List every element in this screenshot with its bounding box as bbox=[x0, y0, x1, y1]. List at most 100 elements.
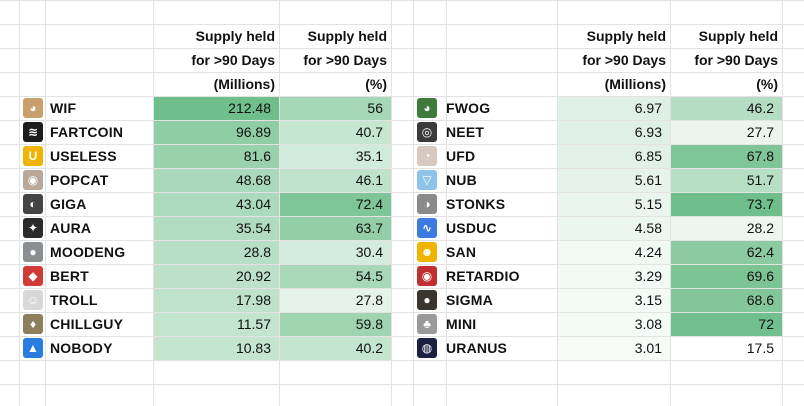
token-name[interactable]: NOBODY bbox=[50, 340, 113, 356]
supply-millions-cell[interactable]: 6.97 bbox=[558, 97, 670, 120]
supply-millions-cell[interactable]: 6.85 bbox=[558, 145, 670, 168]
supply-percent-cell[interactable]: 59.8 bbox=[280, 313, 391, 336]
supply-millions-cell[interactable]: 10.83 bbox=[154, 337, 279, 360]
supply-millions-cell[interactable]: 5.61 bbox=[558, 169, 670, 192]
supply-millions-cell[interactable]: 4.58 bbox=[558, 217, 670, 240]
supply-percent-cell[interactable]: 28.2 bbox=[671, 217, 782, 240]
token-name[interactable]: WIF bbox=[50, 100, 77, 116]
mini-icon: ♣ bbox=[417, 314, 437, 334]
grid-line bbox=[0, 120, 804, 121]
frog-icon: ◕ bbox=[417, 98, 437, 118]
supply-percent-cell[interactable]: 69.6 bbox=[671, 265, 782, 288]
supply-percent-cell[interactable]: 54.5 bbox=[280, 265, 391, 288]
supply-percent-cell[interactable]: 46.2 bbox=[671, 97, 782, 120]
supply-percent-cell[interactable]: 72 bbox=[671, 313, 782, 336]
supply-percent-cell[interactable]: 40.7 bbox=[280, 121, 391, 144]
chillguy-glyph: ♦ bbox=[29, 317, 37, 331]
grid-line bbox=[0, 0, 804, 1]
supply-millions-cell[interactable]: 3.08 bbox=[558, 313, 670, 336]
token-name[interactable]: BERT bbox=[50, 268, 89, 284]
supply-millions-cell[interactable]: 3.29 bbox=[558, 265, 670, 288]
token-name[interactable]: STONKS bbox=[446, 196, 506, 212]
supply-millions-cell[interactable]: 96.89 bbox=[154, 121, 279, 144]
supply-percent-cell[interactable]: 73.7 bbox=[671, 193, 782, 216]
supply-millions-cell[interactable]: 35.54 bbox=[154, 217, 279, 240]
supply-percent-cell[interactable]: 63.7 bbox=[280, 217, 391, 240]
supply-percent-cell[interactable]: 56 bbox=[280, 97, 391, 120]
grid-line bbox=[0, 360, 804, 361]
supply-percent-cell[interactable]: 67.8 bbox=[671, 145, 782, 168]
supply-millions-cell[interactable]: 4.24 bbox=[558, 241, 670, 264]
supply-percent-cell[interactable]: 35.1 bbox=[280, 145, 391, 168]
token-name[interactable]: USELESS bbox=[50, 148, 117, 164]
troll-icon: ☺ bbox=[23, 290, 43, 310]
token-name[interactable]: SIGMA bbox=[446, 292, 493, 308]
sigma-glyph: ● bbox=[423, 293, 431, 307]
san-icon: ☻ bbox=[417, 242, 437, 262]
frog-glyph: ◕ bbox=[423, 101, 431, 115]
fartcoin-icon: ≋ bbox=[23, 122, 43, 142]
column-header: Supply held bbox=[154, 25, 279, 48]
column-header: for >90 Days bbox=[280, 49, 391, 72]
supply-percent-cell[interactable]: 72.4 bbox=[280, 193, 391, 216]
token-name[interactable]: NUB bbox=[446, 172, 477, 188]
token-name[interactable]: URANUS bbox=[446, 340, 508, 356]
supply-millions-cell[interactable]: 11.57 bbox=[154, 313, 279, 336]
grid-line bbox=[0, 336, 804, 337]
supply-millions-cell[interactable]: 17.98 bbox=[154, 289, 279, 312]
token-name[interactable]: MINI bbox=[446, 316, 477, 332]
token-name[interactable]: TROLL bbox=[50, 292, 98, 308]
supply-millions-cell[interactable]: 20.92 bbox=[154, 265, 279, 288]
token-name[interactable]: MOODENG bbox=[50, 244, 126, 260]
grid-line bbox=[0, 216, 804, 217]
supply-percent-cell[interactable]: 17.5 bbox=[671, 337, 782, 360]
grid-line bbox=[0, 72, 804, 73]
token-name[interactable]: NEET bbox=[446, 124, 485, 140]
useless-icon: U bbox=[23, 146, 43, 166]
token-name[interactable]: GIGA bbox=[50, 196, 87, 212]
planet-glyph: ◍ bbox=[421, 341, 433, 355]
grid-line bbox=[0, 192, 804, 193]
token-name[interactable]: UFD bbox=[446, 148, 476, 164]
column-header: (%) bbox=[280, 73, 391, 96]
token-name[interactable]: SAN bbox=[446, 244, 477, 260]
token-name[interactable]: RETARDIO bbox=[446, 268, 520, 284]
supply-percent-cell[interactable]: 30.4 bbox=[280, 241, 391, 264]
grid-line bbox=[413, 0, 414, 406]
supply-millions-cell[interactable]: 212.48 bbox=[154, 97, 279, 120]
column-header: (Millions) bbox=[154, 73, 279, 96]
token-name[interactable]: FWOG bbox=[446, 100, 491, 116]
bert-glyph: ◆ bbox=[28, 269, 38, 283]
stonks-icon: ◑ bbox=[417, 194, 437, 214]
column-header: for >90 Days bbox=[154, 49, 279, 72]
aura-icon: ✦ bbox=[23, 218, 43, 238]
supply-percent-cell[interactable]: 27.8 bbox=[280, 289, 391, 312]
supply-millions-cell[interactable]: 28.8 bbox=[154, 241, 279, 264]
column-header: Supply held bbox=[558, 25, 670, 48]
supply-percent-cell[interactable]: 51.7 bbox=[671, 169, 782, 192]
supply-percent-cell[interactable]: 46.1 bbox=[280, 169, 391, 192]
token-name[interactable]: AURA bbox=[50, 220, 92, 236]
fartcoin-glyph: ≋ bbox=[27, 125, 39, 139]
token-name[interactable]: USDUC bbox=[446, 220, 497, 236]
supply-millions-cell[interactable]: 43.04 bbox=[154, 193, 279, 216]
token-name[interactable]: FARTCOIN bbox=[50, 124, 124, 140]
grid-line bbox=[391, 0, 392, 406]
supply-millions-cell[interactable]: 6.93 bbox=[558, 121, 670, 144]
grid-line bbox=[0, 384, 804, 385]
supply-percent-cell[interactable]: 62.4 bbox=[671, 241, 782, 264]
grid-line bbox=[557, 0, 558, 406]
supply-millions-cell[interactable]: 5.15 bbox=[558, 193, 670, 216]
supply-millions-cell[interactable]: 48.68 bbox=[154, 169, 279, 192]
column-header: (%) bbox=[671, 73, 782, 96]
supply-millions-cell[interactable]: 81.6 bbox=[154, 145, 279, 168]
supply-percent-cell[interactable]: 40.2 bbox=[280, 337, 391, 360]
ghost-glyph: ▲ bbox=[27, 341, 39, 355]
token-name[interactable]: CHILLGUY bbox=[50, 316, 124, 332]
supply-percent-cell[interactable]: 68.6 bbox=[671, 289, 782, 312]
supply-millions-cell[interactable]: 3.15 bbox=[558, 289, 670, 312]
supply-millions-cell[interactable]: 3.01 bbox=[558, 337, 670, 360]
supply-percent-cell[interactable]: 27.7 bbox=[671, 121, 782, 144]
token-name[interactable]: POPCAT bbox=[50, 172, 109, 188]
